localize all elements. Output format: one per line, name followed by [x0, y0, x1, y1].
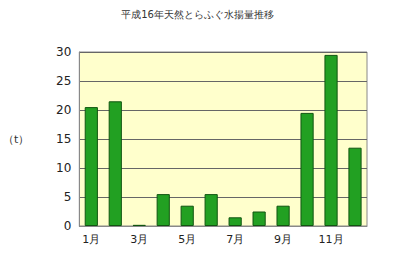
- svg-text:9月: 9月: [274, 233, 292, 246]
- svg-text:1月: 1月: [82, 233, 100, 246]
- svg-text:平成16年天然とらふぐ水揚量推移: 平成16年天然とらふぐ水揚量推移: [121, 9, 274, 20]
- svg-text:15: 15: [56, 132, 71, 146]
- svg-text:20: 20: [56, 103, 71, 117]
- svg-text:5月: 5月: [178, 233, 196, 246]
- svg-text:3月: 3月: [130, 233, 148, 246]
- svg-text:7月: 7月: [226, 233, 244, 246]
- svg-text:0: 0: [64, 219, 72, 233]
- svg-text:11月: 11月: [319, 233, 344, 246]
- svg-text:10: 10: [56, 161, 71, 175]
- svg-text:25: 25: [56, 74, 71, 88]
- svg-text:（t）: （t）: [3, 133, 29, 146]
- svg-text:30: 30: [56, 45, 71, 59]
- svg-text:5: 5: [64, 190, 72, 204]
